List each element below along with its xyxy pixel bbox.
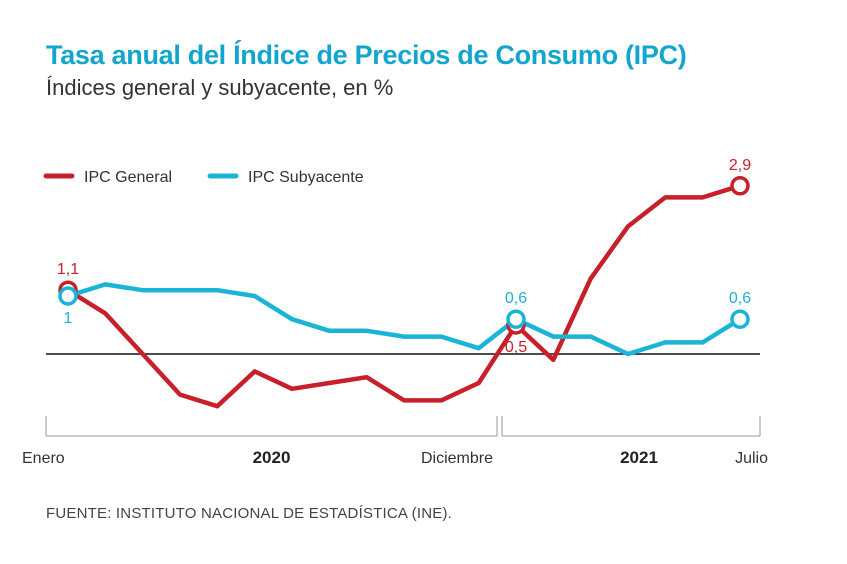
series-line-ipc-general <box>65 183 743 409</box>
data-point-marker <box>730 176 750 196</box>
series-line-ipc-subyacente <box>65 282 743 357</box>
legend-label-0: IPC General <box>84 169 172 186</box>
series-lines <box>65 183 743 409</box>
data-label: 1,1 <box>57 261 79 278</box>
chart-title: Tasa anual del Índice de Precios de Cons… <box>46 40 687 70</box>
tick-label: Diciembre <box>421 450 493 467</box>
source-note: FUENTE: INSTITUTO NACIONAL DE ESTADÍSTIC… <box>46 505 453 522</box>
chart-subtitle: Índices general y subyacente, en % <box>46 75 394 100</box>
data-label: 0,6 <box>729 290 751 307</box>
series-markers <box>58 176 750 335</box>
data-labels: 1,1 1 0,6 0,5 2,9 0,6 <box>57 157 751 356</box>
legend: IPC General IPC Subyacente <box>43 169 364 186</box>
data-label: 0,5 <box>505 339 527 356</box>
year-label: 2021 <box>620 448 658 467</box>
data-label: 1 <box>64 310 73 327</box>
year-label: 2020 <box>253 448 291 467</box>
tick-label: Enero <box>22 450 65 467</box>
data-label: 0,6 <box>505 290 527 307</box>
data-point-marker <box>506 309 526 329</box>
legend-label-1: IPC Subyacente <box>248 169 364 186</box>
x-axis: Enero Diciembre Julio 2020 2021 <box>22 416 768 467</box>
tick-label: Julio <box>735 450 768 467</box>
data-point-marker <box>730 309 750 329</box>
data-label: 2,9 <box>729 157 751 174</box>
data-point-marker <box>58 286 78 306</box>
